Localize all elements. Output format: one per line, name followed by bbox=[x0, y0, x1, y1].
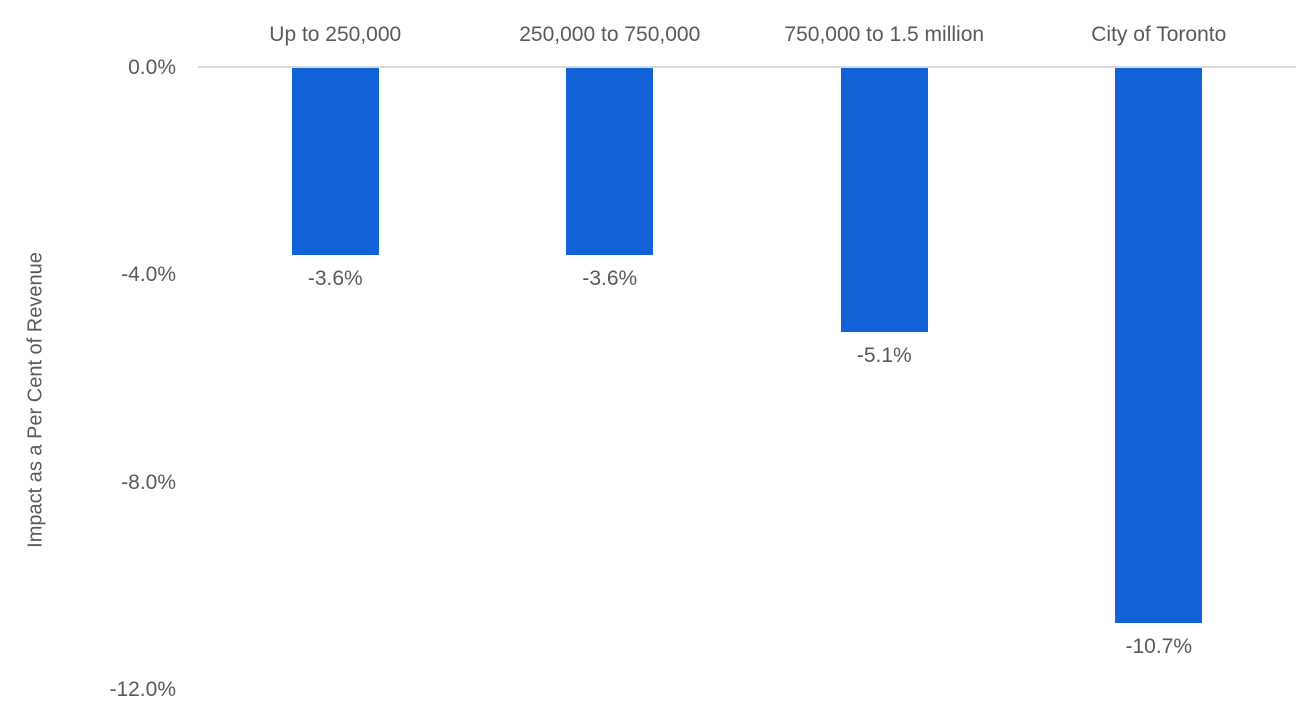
y-axis-title: Impact as a Per Cent of Revenue bbox=[24, 252, 47, 548]
bar-value-label: -3.6% bbox=[582, 266, 638, 290]
bar-value-label: -3.6% bbox=[307, 266, 363, 290]
zero-axis-line bbox=[198, 66, 1296, 68]
y-tick-label: -8.0% bbox=[121, 470, 176, 494]
category-label: City of Toronto bbox=[1091, 23, 1227, 46]
category-label: Up to 250,000 bbox=[269, 23, 402, 46]
bar-value-label: -10.7% bbox=[1125, 634, 1193, 658]
bar bbox=[291, 68, 379, 255]
category-label: 750,000 to 1.5 million bbox=[784, 23, 985, 46]
category-label: 250,000 to 750,000 bbox=[519, 23, 701, 46]
bar-value-label: -5.1% bbox=[856, 344, 912, 368]
y-tick-label: -4.0% bbox=[121, 263, 176, 287]
bar bbox=[840, 68, 928, 333]
bar bbox=[566, 68, 654, 255]
y-tick-label: 0.0% bbox=[128, 56, 176, 79]
y-tick-label: -12.0% bbox=[109, 678, 176, 701]
bar bbox=[1115, 68, 1203, 623]
